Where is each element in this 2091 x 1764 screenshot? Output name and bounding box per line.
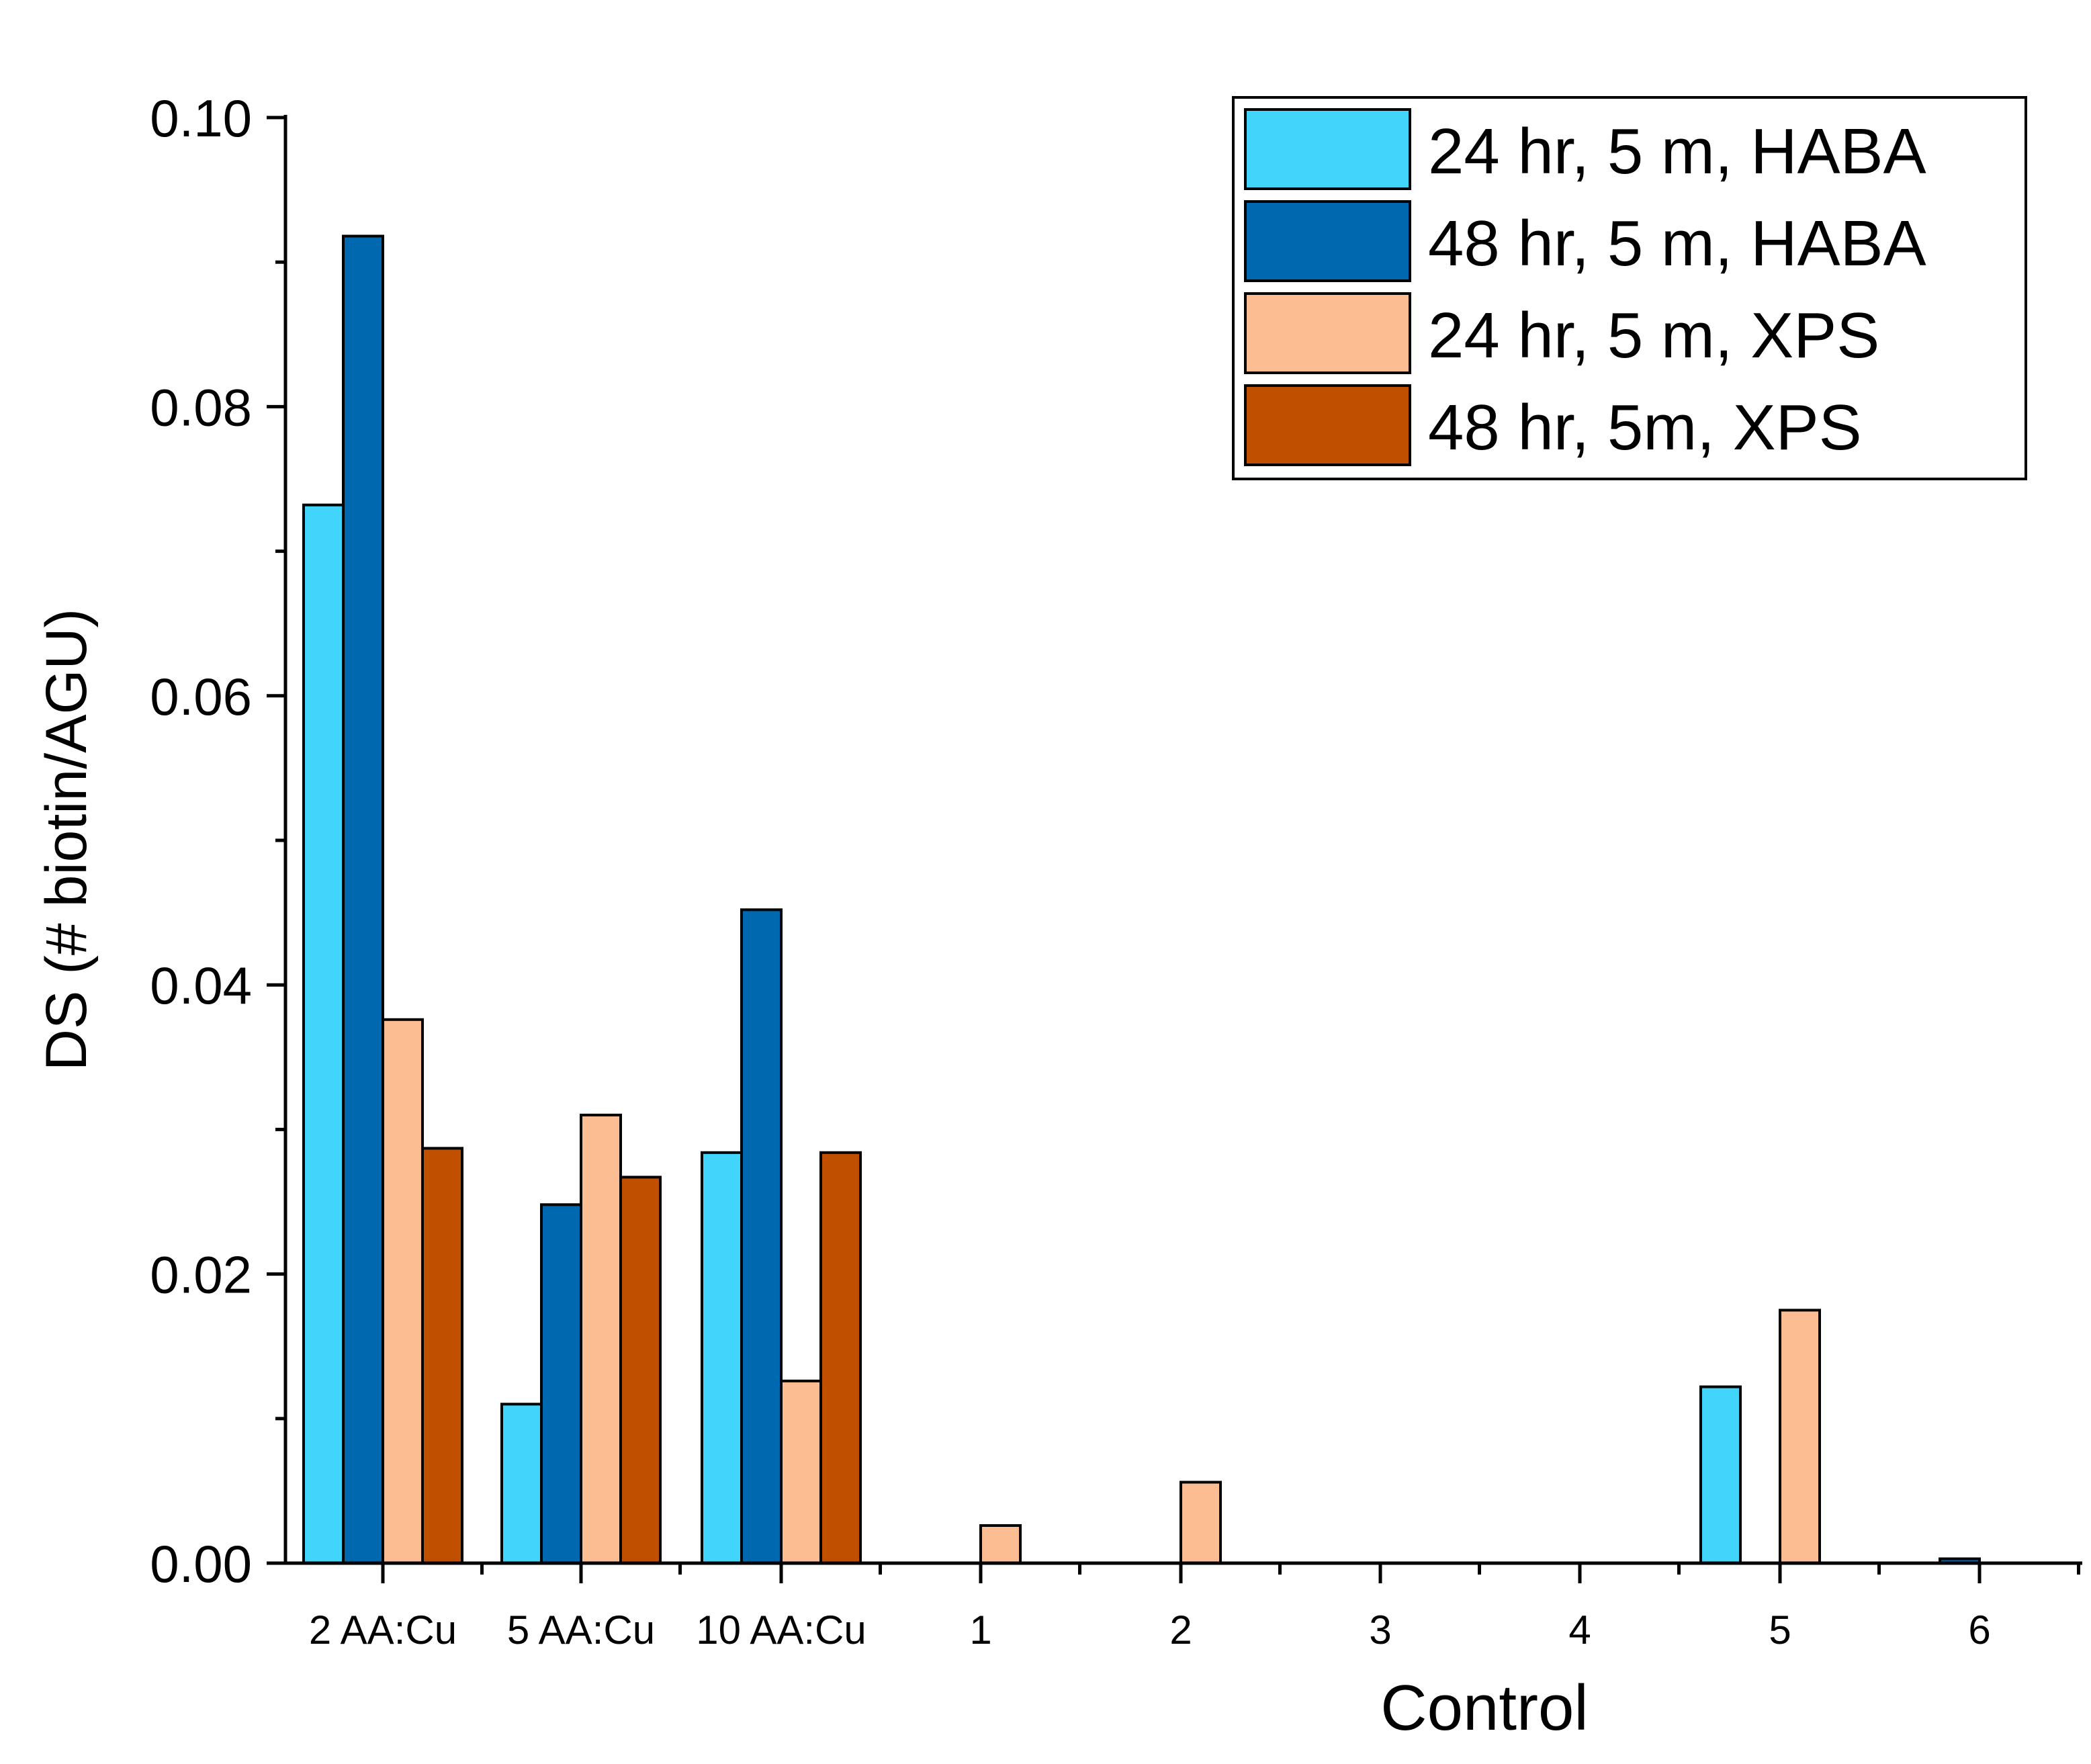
legend-label-1: 24 hr, 5 m, HABA <box>1428 116 1926 187</box>
x-tick-label: 1 <box>969 1607 991 1652</box>
bar-4-3 <box>819 1151 862 1565</box>
legend-label-2: 48 hr, 5 m, HABA <box>1428 208 1926 279</box>
bar-4-2 <box>619 1176 662 1564</box>
legend: 24 hr, 5 m, HABA 48 hr, 5 m, HABA 24 hr, 5… <box>1232 96 2027 480</box>
x-tick-label: 2 <box>1169 1607 1192 1652</box>
x-tick-label: 2 AA:Cu <box>309 1607 457 1652</box>
bar-3-4 <box>979 1524 1022 1564</box>
bar-4-1 <box>421 1147 463 1564</box>
x-tick-label: 3 <box>1369 1607 1391 1652</box>
bar-3-1 <box>382 1018 424 1565</box>
legend-swatch-3 <box>1244 292 1411 374</box>
bar-2-3 <box>740 908 783 1565</box>
y-tick-label: 0.02 <box>150 1245 252 1305</box>
bar-2-1 <box>342 234 384 1564</box>
x-tick-label: 6 <box>1968 1607 1990 1652</box>
y-tick-label: 0.04 <box>150 956 252 1015</box>
bars-layer <box>302 234 1981 1565</box>
legend-swatch-1 <box>1244 108 1411 190</box>
axes-layer: 0.00 0.02 0.04 0.06 0.08 0.10 2 AA:Cu 5 AA:Cu 10… <box>150 89 2082 1652</box>
y-tick-label: 0.00 <box>150 1534 252 1593</box>
bar-3-5 <box>1180 1481 1222 1564</box>
bar-1-1 <box>302 503 345 1565</box>
x-tick-label: 5 <box>1769 1607 1791 1652</box>
bar-3-8 <box>1779 1309 1821 1565</box>
y-tick-label: 0.08 <box>150 378 252 437</box>
bar-2-2 <box>540 1203 582 1565</box>
bar-3-2 <box>580 1113 622 1564</box>
x-tick-label: 10 AA:Cu <box>696 1607 866 1652</box>
legend-label-4: 48 hr, 5m, XPS <box>1428 392 1862 464</box>
legend-swatch-4 <box>1244 384 1411 466</box>
legend-label-3: 24 hr, 5 m, XPS <box>1428 300 1879 371</box>
bar-1-2 <box>500 1403 543 1565</box>
x-tick-label: 4 <box>1568 1607 1591 1652</box>
x-axis-title: Control <box>1380 1672 1588 1744</box>
bar-3-3 <box>780 1379 822 1565</box>
bar-1-3 <box>701 1151 743 1565</box>
y-tick-label: 0.10 <box>150 89 252 148</box>
y-axis-title: DS (# biotin/AGU) <box>34 609 99 1071</box>
x-tick-label: 5 AA:Cu <box>507 1607 655 1652</box>
bar-1-8 <box>1699 1385 1742 1564</box>
legend-swatch-2 <box>1244 200 1411 282</box>
y-tick-label: 0.06 <box>150 667 252 726</box>
